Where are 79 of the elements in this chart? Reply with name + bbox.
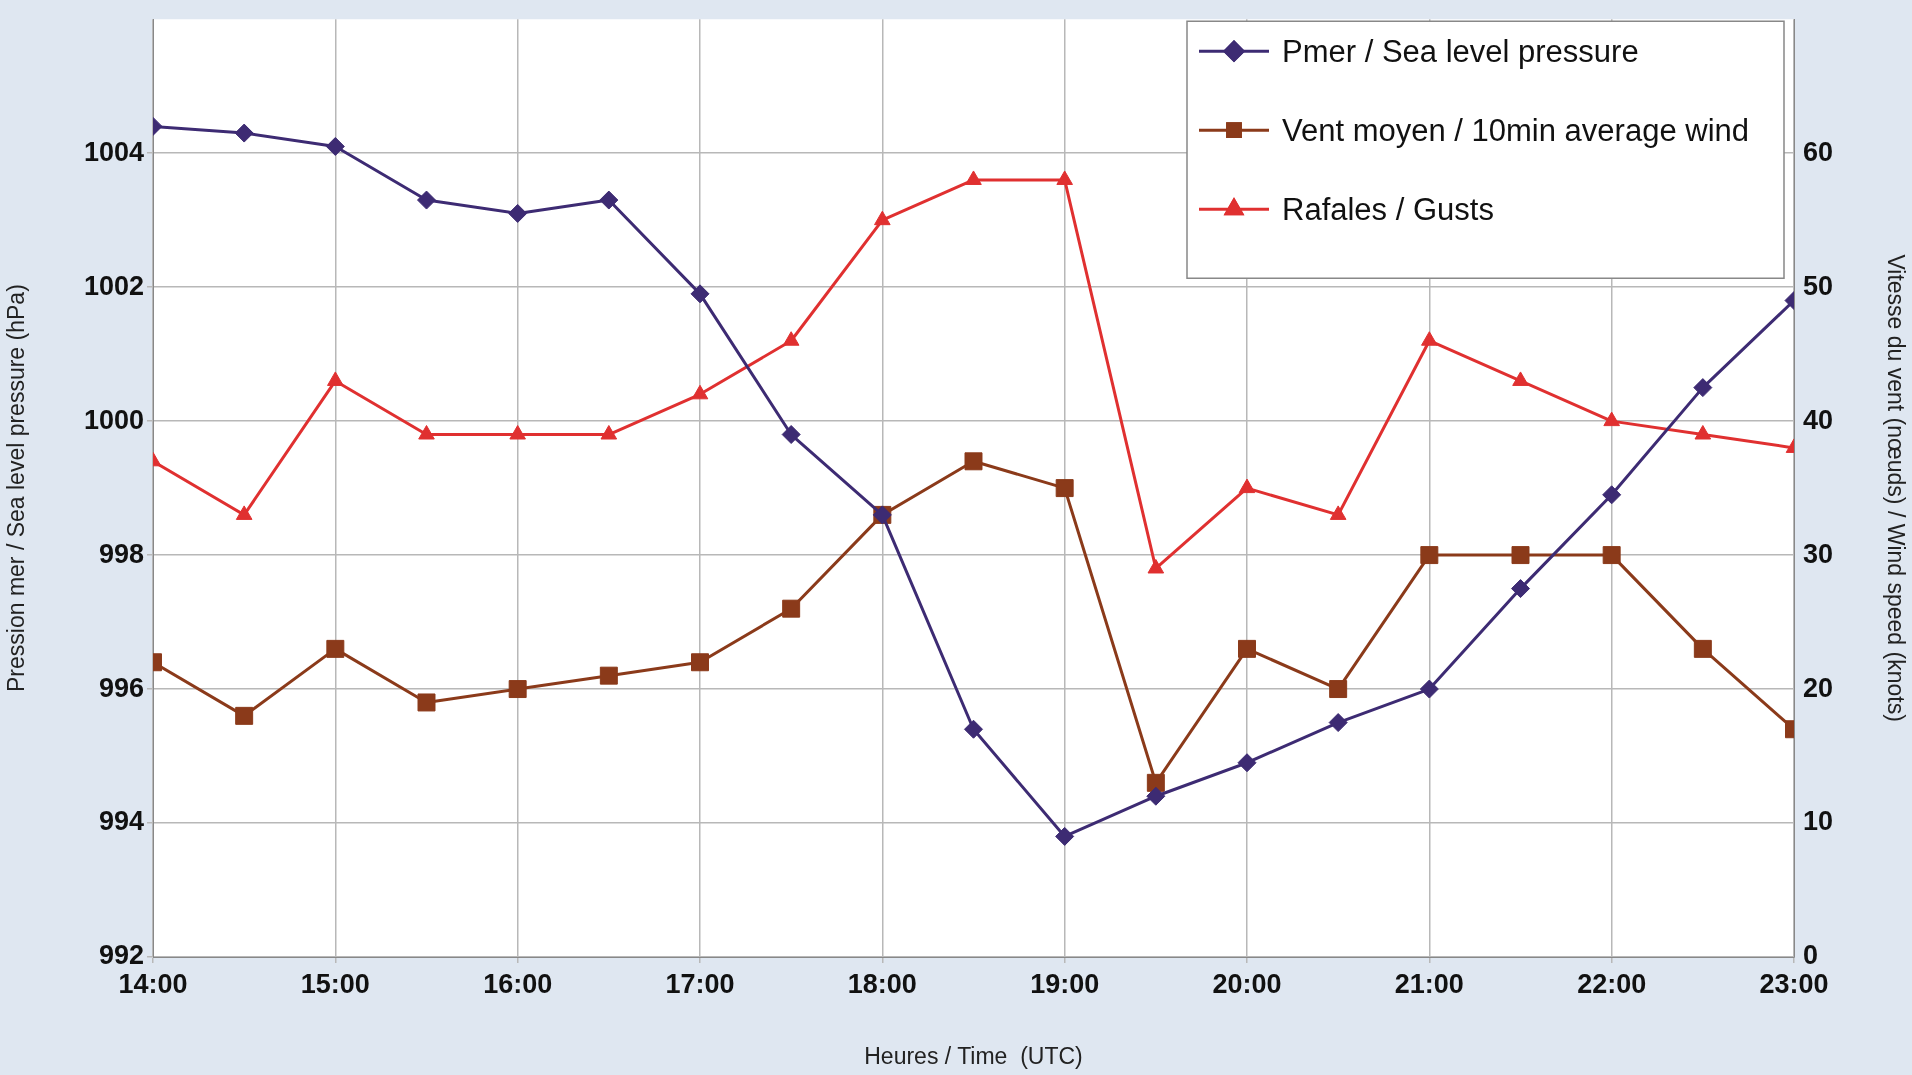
y2-tick-label: 30 — [1803, 538, 1834, 569]
point — [599, 190, 619, 210]
point — [874, 210, 891, 226]
point — [1694, 425, 1712, 440]
point — [1329, 505, 1347, 520]
point — [781, 425, 801, 445]
x-tick-label: 16:00 — [483, 968, 553, 999]
point — [1693, 378, 1713, 398]
point — [235, 505, 253, 520]
point — [508, 203, 528, 223]
point — [1693, 639, 1712, 658]
point — [691, 653, 709, 672]
point — [417, 693, 436, 712]
x-tick-label: 23:00 — [1759, 968, 1829, 999]
y2-axis-title: Vitesse du vent (nœuds) / Wind speed (knots) — [1882, 254, 1909, 722]
point — [965, 170, 982, 185]
x-tick-label: 21:00 — [1394, 968, 1464, 999]
point — [1421, 331, 1438, 346]
point — [1329, 680, 1348, 699]
y-tick-label: 1004 — [83, 136, 144, 167]
point — [600, 425, 618, 440]
point — [327, 371, 344, 386]
point — [1512, 371, 1529, 386]
point — [1511, 579, 1530, 599]
legend-label: Rafales / Gusts — [1282, 191, 1494, 227]
point — [1419, 679, 1439, 699]
point — [964, 719, 983, 739]
point — [782, 599, 801, 618]
point — [691, 384, 709, 400]
x-tick-label: 14:00 — [118, 968, 188, 999]
legend-label: Pmer / Sea level pressure — [1282, 33, 1639, 69]
point — [1328, 713, 1348, 733]
point — [1146, 786, 1166, 806]
point — [1511, 546, 1530, 565]
point — [235, 706, 254, 725]
x-axis-title: Heures / Time (UTC) — [864, 1042, 1083, 1069]
point — [599, 666, 618, 685]
y-tick-label: 998 — [98, 538, 144, 569]
y2-tick-label: 0 — [1803, 940, 1819, 971]
point — [1147, 558, 1165, 574]
y-axis-title: Pression mer / Sea level pressure (hPa) — [3, 284, 30, 692]
y2-tick-label: 50 — [1803, 270, 1834, 301]
x-tick-label: 15:00 — [300, 968, 370, 999]
legend-label: Vent moyen / 10min average wind — [1282, 112, 1749, 148]
point — [690, 284, 710, 304]
point — [325, 136, 345, 156]
y-tick-label: 1002 — [83, 270, 144, 301]
point — [1602, 485, 1622, 505]
point — [234, 123, 254, 143]
y-tick-label: 992 — [98, 940, 144, 971]
y2-tick-label: 60 — [1803, 136, 1834, 167]
x-tick-label: 20:00 — [1212, 968, 1282, 999]
point — [1238, 639, 1256, 658]
point — [964, 452, 983, 471]
y-tick-label: 994 — [98, 806, 144, 837]
x-tick-label: 18:00 — [847, 968, 917, 999]
point — [1146, 773, 1165, 792]
y2-tick-label: 10 — [1803, 806, 1834, 837]
y2-tick-label: 40 — [1803, 404, 1834, 435]
point — [326, 639, 345, 658]
point — [1055, 479, 1074, 498]
x-tick-label: 22:00 — [1577, 968, 1647, 999]
point — [417, 190, 436, 210]
point — [1055, 826, 1075, 846]
point — [1238, 478, 1256, 494]
point — [1420, 546, 1439, 565]
point — [1602, 546, 1621, 565]
y2-tick-label: 20 — [1803, 672, 1834, 703]
x-tick-label: 19:00 — [1030, 968, 1100, 999]
point — [1237, 753, 1257, 773]
x-tick-label: 17:00 — [665, 968, 735, 999]
point — [418, 425, 435, 440]
y-tick-label: 996 — [98, 672, 144, 703]
y-tick-label: 1000 — [83, 404, 144, 435]
point — [509, 425, 526, 440]
point — [1603, 411, 1620, 427]
point — [508, 680, 527, 699]
point — [782, 331, 800, 346]
point — [1056, 170, 1073, 185]
